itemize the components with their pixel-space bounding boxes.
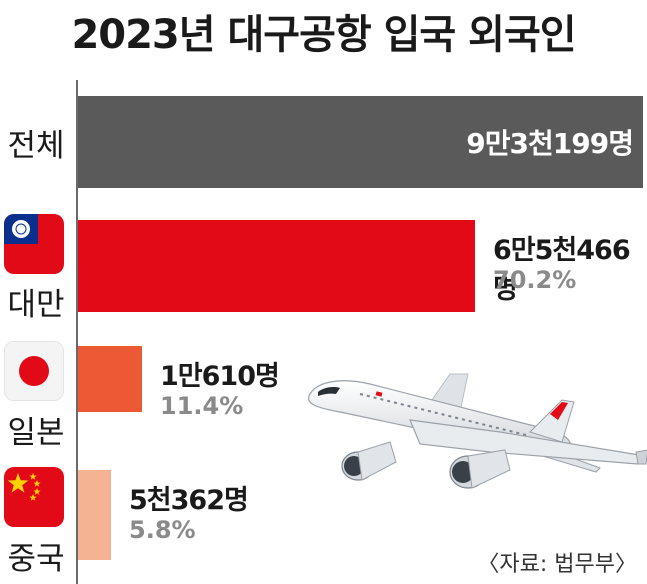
- category-label-japan: 일본: [7, 415, 65, 451]
- category-label-total: 전체: [7, 128, 65, 164]
- category-label-china: 중국: [7, 541, 65, 577]
- chart-title: 2023년 대구공항 입국 외국인: [71, 12, 576, 58]
- bar-taiwan: [78, 220, 475, 312]
- share-label-taiwan: 70.2%: [493, 266, 577, 294]
- bar-china: [78, 470, 111, 560]
- value-label-china: 5천362명: [129, 485, 249, 516]
- bar-total: 9만3천199명: [78, 96, 643, 188]
- share-label-china: 5.8%: [129, 516, 196, 544]
- source-note: 〈자료: 법무부〉: [477, 552, 637, 577]
- bar-japan: [78, 346, 142, 412]
- share-label-japan: 11.4%: [160, 392, 244, 420]
- value-label-japan: 1만610명: [160, 361, 280, 392]
- airplane-icon: [308, 373, 647, 489]
- y-axis-line: [76, 80, 78, 584]
- china-flag-icon: [4, 467, 64, 527]
- category-label-taiwan: 대만: [7, 287, 65, 323]
- value-label-total: 9만3천199명: [466, 127, 634, 160]
- value-label-taiwan: 6만5천466명: [493, 235, 631, 305]
- japan-flag-icon: [4, 341, 64, 401]
- taiwan-flag-icon: [4, 214, 64, 274]
